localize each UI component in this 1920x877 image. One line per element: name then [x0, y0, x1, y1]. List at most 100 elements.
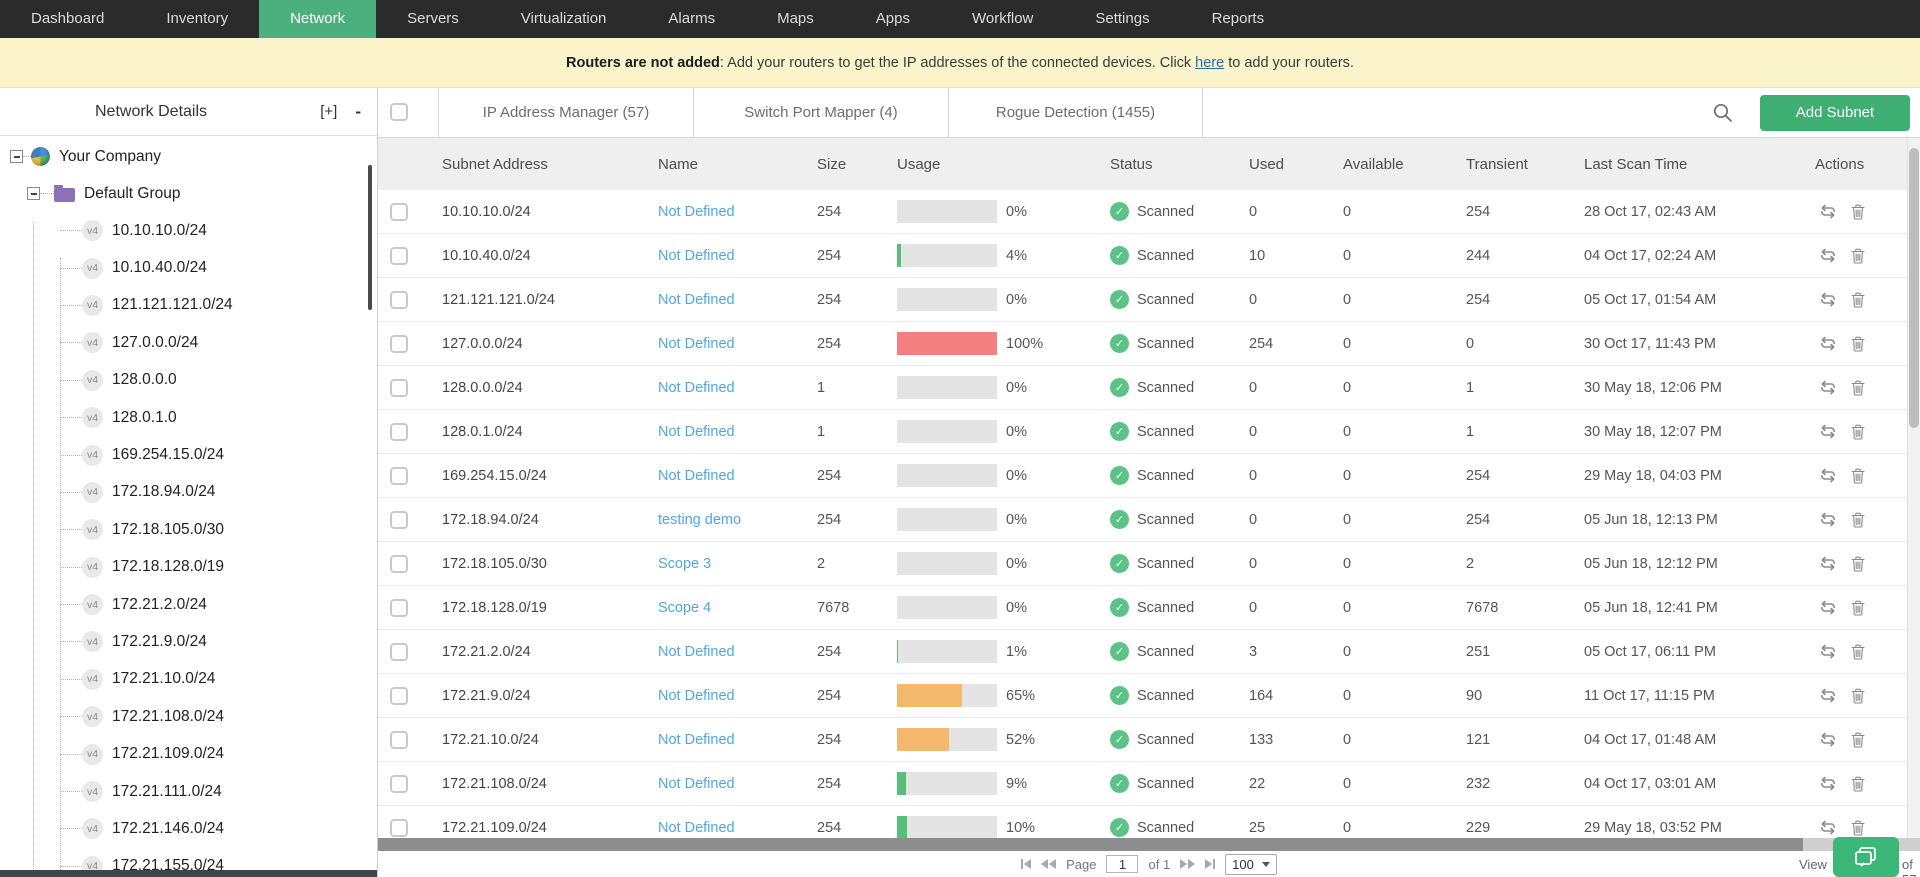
subnet-tree-label[interactable]: 172.21.108.0/24 — [112, 707, 225, 725]
nav-item-network[interactable]: Network — [259, 0, 377, 38]
subnet-name-link[interactable]: Not Defined — [658, 291, 735, 308]
row-checkbox[interactable] — [390, 466, 408, 485]
row-checkbox[interactable] — [390, 510, 408, 529]
subnet-name-link[interactable]: Scope 4 — [658, 599, 712, 616]
tree-group-label[interactable]: Default Group — [84, 184, 181, 202]
sidebar-subnet-item[interactable]: v4 172.21.10.0/24 — [0, 661, 377, 698]
sidebar-subnet-item[interactable]: v4 172.18.105.0/30 — [0, 511, 377, 548]
rescan-subnet-button[interactable] — [1817, 512, 1839, 527]
column-header-available[interactable]: Available — [1343, 155, 1404, 173]
page-size-select[interactable]: 100 — [1225, 853, 1277, 875]
row-checkbox[interactable] — [390, 818, 408, 837]
subnet-name-link[interactable]: Not Defined — [658, 687, 735, 704]
column-header-used[interactable]: Used — [1249, 155, 1285, 173]
rescan-subnet-button[interactable] — [1817, 644, 1839, 659]
sidebar-subnet-item[interactable]: v4 172.18.94.0/24 — [0, 474, 377, 511]
nav-item-reports[interactable]: Reports — [1211, 10, 1265, 27]
tree-group-row[interactable]: Default Group — [0, 175, 377, 212]
delete-subnet-button[interactable] — [1851, 556, 1865, 572]
delete-subnet-button[interactable] — [1851, 776, 1865, 792]
subnet-name-link[interactable]: Not Defined — [658, 731, 735, 748]
subnet-name-link[interactable]: Not Defined — [658, 775, 735, 792]
sidebar-subnet-item[interactable]: v4 172.21.109.0/24 — [0, 735, 377, 772]
row-checkbox[interactable] — [390, 290, 408, 309]
previous-page-button[interactable] — [1041, 859, 1057, 869]
sidebar-subnet-item[interactable]: v4 128.0.1.0 — [0, 399, 377, 436]
tree-root-label[interactable]: Your Company — [59, 147, 161, 165]
delete-subnet-button[interactable] — [1851, 468, 1865, 484]
delete-subnet-button[interactable] — [1851, 424, 1865, 440]
subnet-name-link[interactable]: Not Defined — [658, 335, 735, 352]
rescan-subnet-button[interactable] — [1817, 688, 1839, 703]
sidebar-scrollbar-thumb[interactable] — [368, 165, 372, 310]
tab-rogue-detection[interactable]: Rogue Detection (1455) — [948, 88, 1203, 137]
add-routers-link[interactable]: here — [1195, 54, 1225, 71]
sidebar-subnet-item[interactable]: v4 10.10.40.0/24 — [0, 249, 377, 286]
last-page-button[interactable] — [1205, 859, 1216, 869]
subnet-name-link[interactable]: Not Defined — [658, 379, 735, 396]
delete-subnet-button[interactable] — [1851, 204, 1865, 220]
subnet-name-link[interactable]: Not Defined — [658, 819, 735, 836]
search-button[interactable] — [1712, 102, 1734, 124]
first-page-button[interactable] — [1021, 859, 1032, 869]
nav-item-maps[interactable]: Maps — [777, 10, 814, 27]
nav-item-settings[interactable]: Settings — [1095, 10, 1150, 27]
sidebar-subnet-item[interactable]: v4 172.18.128.0/19 — [0, 549, 377, 586]
row-checkbox[interactable] — [390, 246, 408, 265]
vertical-scrollbar[interactable] — [1907, 138, 1920, 838]
subnet-tree-label[interactable]: 172.18.128.0/19 — [112, 558, 225, 576]
tab-switch-port-mapper[interactable]: Switch Port Mapper (4) — [693, 88, 948, 137]
rescan-subnet-button[interactable] — [1817, 556, 1839, 571]
rescan-subnet-button[interactable] — [1817, 820, 1839, 835]
subnet-tree-label[interactable]: 128.0.1.0 — [112, 408, 177, 426]
tab-ip-address-manager[interactable]: IP Address Manager (57) — [438, 88, 693, 137]
subnet-tree-label[interactable]: 169.254.15.0/24 — [112, 446, 225, 464]
row-checkbox[interactable] — [390, 642, 408, 661]
sidebar-bottom-scrollbar[interactable] — [0, 870, 377, 877]
subnet-tree-label[interactable]: 128.0.0.0 — [112, 371, 177, 389]
subnet-tree-label[interactable]: 172.21.10.0/24 — [112, 670, 216, 688]
sidebar-subnet-item[interactable]: v4 128.0.0.0 — [0, 362, 377, 399]
next-page-button[interactable] — [1180, 859, 1196, 869]
column-header-actions[interactable]: Actions — [1815, 155, 1865, 173]
delete-subnet-button[interactable] — [1851, 688, 1865, 704]
subnet-tree-label[interactable]: 172.21.146.0/24 — [112, 819, 225, 837]
row-checkbox[interactable] — [390, 422, 408, 441]
rescan-subnet-button[interactable] — [1817, 248, 1839, 263]
row-checkbox[interactable] — [390, 730, 408, 749]
page-number-input[interactable] — [1106, 855, 1139, 873]
delete-subnet-button[interactable] — [1851, 380, 1865, 396]
delete-subnet-button[interactable] — [1851, 732, 1865, 748]
collapse-toggle-icon[interactable] — [10, 150, 23, 163]
delete-subnet-button[interactable] — [1851, 600, 1865, 616]
subnet-name-link[interactable]: Not Defined — [658, 247, 735, 264]
row-checkbox[interactable] — [390, 334, 408, 353]
subnet-tree-label[interactable]: 172.21.111.0/24 — [112, 782, 222, 800]
row-checkbox[interactable] — [390, 202, 408, 221]
row-checkbox[interactable] — [390, 378, 408, 397]
rescan-subnet-button[interactable] — [1817, 776, 1839, 791]
nav-item-dashboard[interactable]: Dashboard — [31, 10, 105, 27]
sidebar-subnet-item[interactable]: v4 172.21.2.0/24 — [0, 586, 377, 623]
row-checkbox[interactable] — [390, 774, 408, 793]
rescan-subnet-button[interactable] — [1817, 204, 1839, 219]
delete-subnet-button[interactable] — [1851, 248, 1865, 264]
row-checkbox[interactable] — [390, 686, 408, 705]
feedback-widget-button[interactable] — [1833, 837, 1899, 877]
subnet-tree-label[interactable]: 172.21.9.0/24 — [112, 632, 207, 650]
column-header-status[interactable]: Status — [1110, 155, 1153, 173]
nav-item-apps[interactable]: Apps — [875, 10, 910, 27]
nav-item-virtualization[interactable]: Virtualization — [520, 10, 607, 27]
row-checkbox[interactable] — [390, 598, 408, 617]
sidebar-subnet-item[interactable]: v4 172.21.111.0/24 — [0, 773, 377, 810]
add-subnet-button[interactable]: Add Subnet — [1760, 94, 1910, 131]
nav-item-workflow[interactable]: Workflow — [971, 10, 1034, 27]
subnet-tree-label[interactable]: 121.121.121.0/24 — [112, 296, 233, 314]
rescan-subnet-button[interactable] — [1817, 292, 1839, 307]
subnet-name-link[interactable]: Not Defined — [658, 423, 735, 440]
rescan-subnet-button[interactable] — [1817, 732, 1839, 747]
column-header-transient[interactable]: Transient — [1466, 155, 1528, 173]
column-header-subnet-address[interactable]: Subnet Address — [442, 155, 548, 173]
delete-subnet-button[interactable] — [1851, 292, 1865, 308]
sidebar-subnet-item[interactable]: v4 169.254.15.0/24 — [0, 436, 377, 473]
